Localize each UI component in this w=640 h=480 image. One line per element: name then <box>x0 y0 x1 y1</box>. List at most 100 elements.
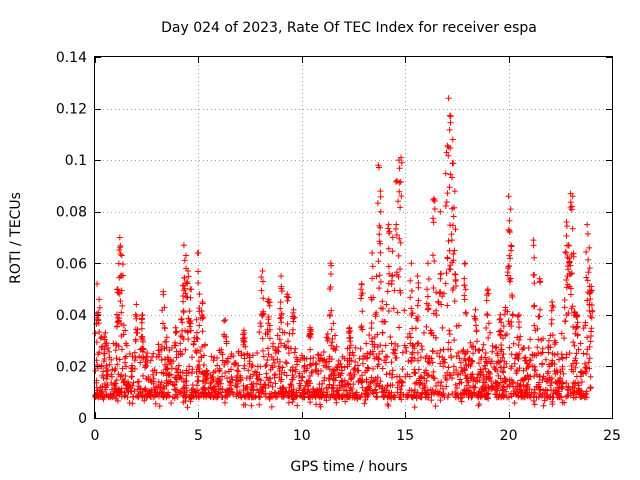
roti-point <box>118 287 125 294</box>
x-axis-label: GPS time / hours <box>290 459 407 475</box>
roti-point <box>374 200 381 207</box>
roti-point <box>533 394 540 401</box>
roti-point <box>103 340 110 347</box>
roti-point <box>258 274 265 281</box>
roti-point <box>451 204 458 211</box>
roti-point <box>514 366 521 373</box>
roti-point <box>190 341 197 348</box>
roti-point <box>92 330 99 337</box>
roti-point <box>193 335 200 342</box>
roti-point <box>252 392 259 399</box>
roti-point <box>246 354 253 361</box>
roti-point <box>198 307 205 314</box>
roti-point <box>567 392 574 399</box>
roti-point <box>346 372 353 379</box>
roti-point <box>483 373 490 380</box>
roti-point <box>408 351 415 358</box>
roti-point <box>137 359 144 366</box>
roti-point <box>547 344 554 351</box>
roti-point <box>191 338 198 345</box>
roti-point <box>233 393 240 400</box>
roti-point <box>587 338 594 345</box>
roti-point <box>138 354 145 361</box>
roti-point <box>274 332 281 339</box>
roti-point <box>185 268 192 275</box>
roti-point <box>539 377 546 384</box>
roti-point <box>548 361 555 368</box>
roti-point <box>325 375 332 382</box>
roti-point <box>517 333 524 340</box>
roti-point <box>493 360 500 367</box>
roti-point <box>394 379 401 386</box>
roti-point <box>476 347 483 354</box>
roti-point <box>270 392 277 399</box>
roti-point <box>254 363 261 370</box>
roti-point <box>476 390 483 397</box>
roti-point <box>457 359 464 366</box>
roti-point <box>462 260 469 267</box>
roti-point <box>424 306 431 313</box>
roti-point <box>569 225 576 232</box>
roti-point <box>247 373 254 380</box>
roti-point <box>385 402 392 409</box>
roti-point <box>437 347 444 354</box>
roti-point <box>387 393 394 400</box>
roti-point <box>180 399 187 406</box>
roti-point <box>498 319 505 326</box>
roti-point <box>435 299 442 306</box>
roti-point <box>196 322 203 329</box>
roti-point <box>195 358 202 365</box>
roti-point <box>283 360 290 367</box>
roti-point <box>115 371 122 378</box>
roti-point <box>181 257 188 264</box>
roti-point <box>363 340 370 347</box>
roti-point <box>584 346 591 353</box>
roti-point <box>432 335 439 342</box>
roti-point <box>397 289 404 296</box>
roti-point <box>370 294 377 301</box>
roti-point <box>265 382 272 389</box>
roti-point <box>254 349 261 356</box>
roti-point <box>388 359 395 366</box>
roti-point <box>414 341 421 348</box>
roti-point <box>374 363 381 370</box>
roti-point <box>412 380 419 387</box>
roti-point <box>494 352 501 359</box>
roti-point <box>283 293 290 300</box>
roti-point <box>531 302 538 309</box>
roti-point <box>389 367 396 374</box>
roti-point <box>444 254 451 261</box>
roti-point <box>385 221 392 228</box>
roti-point <box>333 343 340 350</box>
roti-point <box>377 240 384 247</box>
roti-point <box>468 344 475 351</box>
roti-point <box>193 392 200 399</box>
roti-point <box>278 390 285 397</box>
roti-point <box>122 392 129 399</box>
roti-point <box>435 298 442 305</box>
roti-point <box>580 325 587 332</box>
roti-point <box>274 356 281 363</box>
roti-point <box>262 363 269 370</box>
roti-point <box>486 329 493 336</box>
roti-point <box>430 219 437 226</box>
roti-point <box>429 215 436 222</box>
roti-point <box>414 349 421 356</box>
roti-point <box>457 390 464 397</box>
roti-point <box>408 393 415 400</box>
roti-point <box>479 346 486 353</box>
roti-point <box>376 222 383 229</box>
roti-point <box>412 370 419 377</box>
roti-point <box>144 353 151 360</box>
roti-point <box>100 396 107 403</box>
roti-point <box>383 301 390 308</box>
roti-point <box>177 332 184 339</box>
roti-point <box>523 358 530 365</box>
roti-point <box>433 289 440 296</box>
roti-point <box>163 344 170 351</box>
roti-point <box>97 335 104 342</box>
roti-point <box>496 391 503 398</box>
roti-point <box>136 353 143 360</box>
roti-point <box>278 314 285 321</box>
roti-point <box>248 363 255 370</box>
